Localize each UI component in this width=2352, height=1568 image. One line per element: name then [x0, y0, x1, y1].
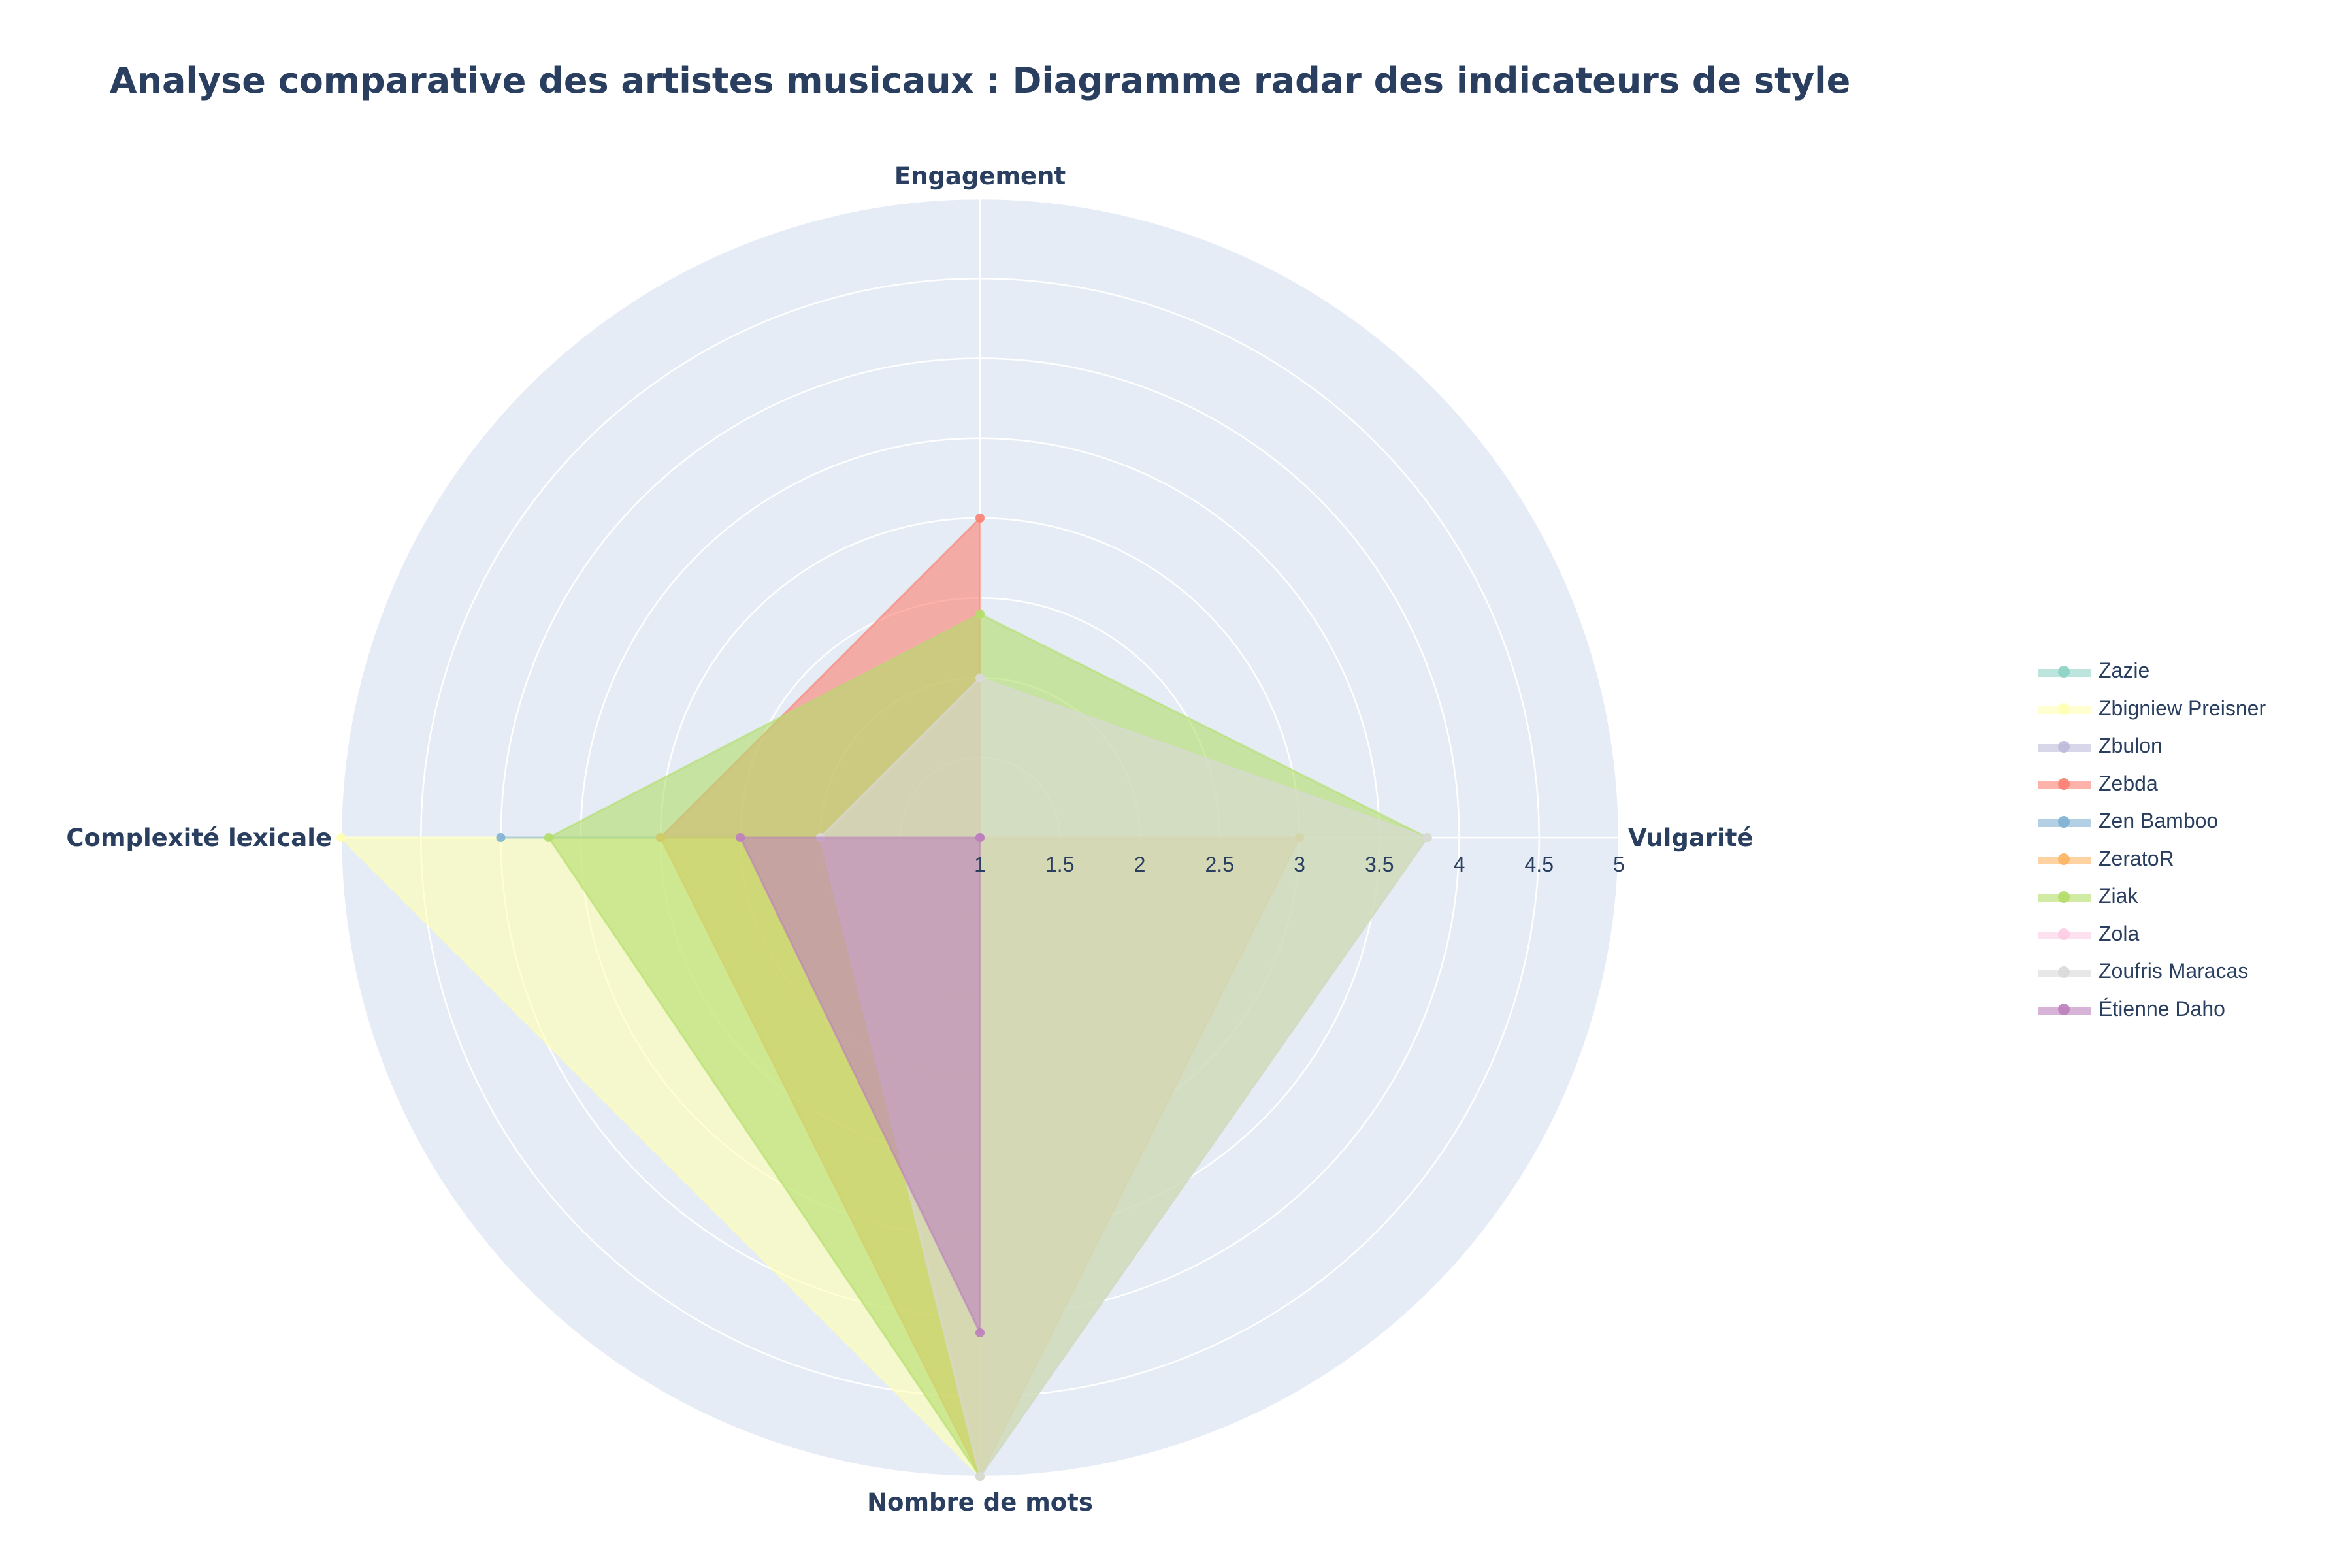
legend-swatch [2038, 926, 2091, 941]
legend-swatch [2038, 851, 2091, 866]
radial-tick-label: 1.5 [1045, 853, 1074, 876]
radar-chart: Engagement Vulgarité Nombre de mots Comp… [66, 162, 1753, 1516]
legend-item[interactable]: Zebda [2038, 765, 2266, 803]
legend-item[interactable]: Zen Bamboo [2038, 802, 2266, 840]
chart-title: Analyse comparative des artistes musicau… [109, 60, 1851, 101]
radial-tick-labels: 1 1.5 2 2.5 3 3.5 4 4.5 5 [974, 853, 1625, 876]
legend-label: Zen Bamboo [2099, 809, 2219, 833]
legend-item[interactable]: Zola [2038, 915, 2266, 953]
series-point[interactable] [975, 1472, 985, 1481]
legend-item[interactable]: Zoufris Maracas [2038, 953, 2266, 990]
series-point[interactable] [736, 833, 745, 842]
series-point[interactable] [975, 514, 985, 523]
axis-labels: Engagement Vulgarité Nombre de mots Comp… [66, 162, 1753, 1516]
radial-tick-label: 4 [1454, 853, 1465, 876]
legend-label: Zbulon [2099, 734, 2163, 758]
axis-label-complexite-lexicale: Complexité lexicale [66, 824, 332, 852]
legend-item[interactable]: Ziak [2038, 877, 2266, 915]
series-point[interactable] [496, 833, 506, 842]
series--tienne-daho[interactable] [736, 833, 985, 1337]
radial-tick-label: 2.5 [1205, 853, 1234, 876]
radial-tick-label: 3 [1294, 853, 1305, 876]
legend-label: Étienne Daho [2099, 996, 2225, 1021]
series-point[interactable] [975, 673, 985, 683]
series-point[interactable] [336, 833, 346, 842]
legend-swatch [2038, 738, 2091, 754]
series-point[interactable] [544, 833, 553, 842]
legend-swatch [2038, 813, 2091, 829]
radial-tick-label: 5 [1613, 853, 1625, 876]
series-point[interactable] [975, 1328, 985, 1337]
legend-item[interactable]: ZeratoR [2038, 840, 2266, 878]
radial-tick-label: 3.5 [1365, 853, 1394, 876]
series-point[interactable] [975, 833, 985, 842]
radial-tick-label: 1 [974, 853, 986, 876]
radial-tick-label: 2 [1134, 853, 1146, 876]
axis-label-vulgarite: Vulgarité [1628, 824, 1754, 852]
legend-label: ZeratoR [2099, 846, 2174, 870]
axis-label-nombre-de-mots: Nombre de mots [867, 1488, 1093, 1516]
legend-item[interactable]: Zbulon [2038, 727, 2266, 765]
series-point[interactable] [1422, 833, 1432, 842]
legend-swatch [2038, 663, 2091, 679]
legend-item[interactable]: Zazie [2038, 652, 2266, 690]
legend-swatch [2038, 1001, 2091, 1017]
legend-swatch [2038, 700, 2091, 716]
legend-swatch [2038, 889, 2091, 904]
legend-item[interactable]: Étienne Daho [2038, 990, 2266, 1028]
legend-item[interactable]: Zbigniew Preisner [2038, 690, 2266, 728]
radial-tick-label: 4.5 [1525, 853, 1554, 876]
legend-label: Zazie [2099, 659, 2150, 683]
legend-swatch [2038, 776, 2091, 791]
legend-label: Zebda [2099, 771, 2158, 795]
legend-label: Ziak [2099, 884, 2138, 908]
legend[interactable]: Zazie Zbigniew Preisner Zbulon Zebda Zen Bam… [2038, 652, 2266, 1028]
series-layer [336, 514, 1432, 1481]
series-area[interactable] [738, 836, 981, 1333]
legend-label: Zoufris Maracas [2099, 959, 2249, 983]
series-point[interactable] [975, 609, 985, 619]
axis-label-engagement: Engagement [894, 162, 1066, 190]
legend-label: Zbigniew Preisner [2099, 696, 2266, 720]
legend-swatch [2038, 964, 2091, 979]
legend-label: Zola [2099, 921, 2140, 945]
